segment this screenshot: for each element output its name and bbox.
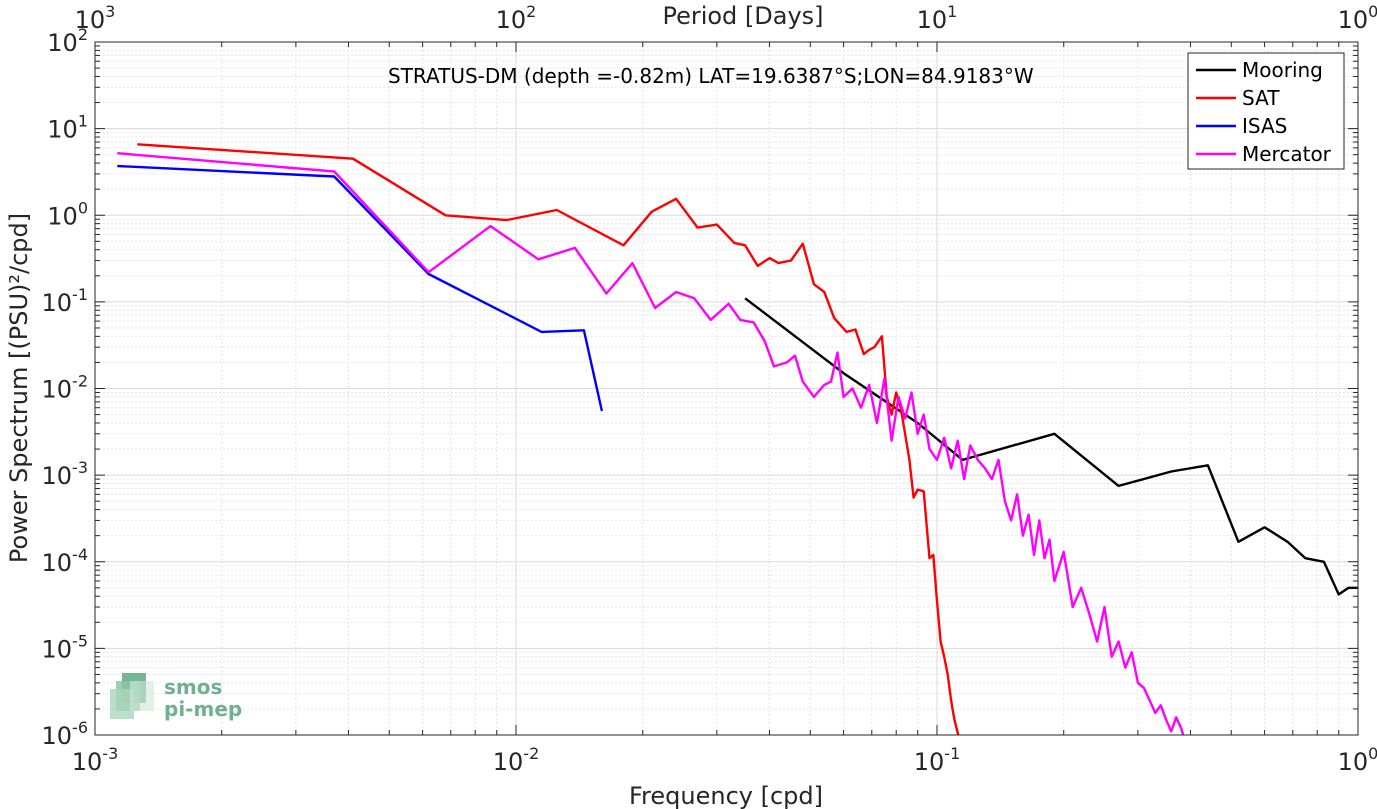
y-tick-label: 102 (47, 25, 88, 57)
top-period-tick-labels: 103 102 101 100 (75, 2, 1377, 34)
top-tick-label: 101 (917, 2, 958, 34)
x-tick-label: 10-3 (72, 744, 119, 776)
y-axis-label: Power Spectrum [(PSU)²/cpd] (5, 213, 33, 563)
top-tick-label: 103 (75, 2, 116, 34)
x-tick-label: 100 (1338, 744, 1377, 776)
top-tick-label: 100 (1338, 2, 1377, 34)
series-line-mercator (117, 152, 1185, 735)
x-axis-label: Frequency [cpd] (629, 782, 823, 809)
top-tick-label: 102 (496, 2, 537, 34)
y-tick-label: 10-1 (42, 285, 89, 317)
legend-label-mercator: Mercator (1242, 142, 1332, 166)
y-tick-label: 10-5 (42, 631, 89, 663)
logo-line1: smos (164, 675, 222, 699)
smos-pi-mep-logo: smos pi-mep (110, 673, 242, 721)
x-tick-labels: 10-3 10-2 10-1 100 (72, 744, 1377, 776)
series-line-isas (117, 164, 604, 412)
y-tick-label: 100 (47, 198, 88, 230)
legend-label-sat: SAT (1242, 86, 1280, 110)
series-layer (117, 143, 1358, 735)
y-tick-labels: 10-6 10-5 10-4 10-3 10-2 10-1 100 101 102 (42, 25, 89, 750)
minor-grid (95, 42, 1358, 735)
logo-line2: pi-mep (164, 697, 242, 721)
tick-marks (94, 41, 1359, 736)
logo-mark (110, 673, 154, 719)
top-axis-label: Period [Days] (662, 2, 823, 30)
y-tick-label: 10-3 (42, 458, 89, 490)
legend-label-mooring: Mooring (1242, 58, 1323, 82)
y-tick-label: 10-4 (42, 545, 89, 577)
series-line-sat (137, 143, 960, 735)
x-tick-label: 10-2 (493, 744, 540, 776)
y-tick-label: 10-2 (42, 372, 89, 404)
legend: Mooring SAT ISAS Mercator (1187, 52, 1345, 170)
chart-annotation: STRATUS-DM (depth =-0.82m) LAT=19.6387°S… (388, 64, 1034, 88)
x-tick-label: 10-1 (914, 744, 961, 776)
y-tick-label: 10-6 (42, 718, 89, 750)
legend-label-isas: ISAS (1242, 114, 1287, 138)
legend-box (1187, 52, 1345, 170)
y-tick-label: 101 (47, 112, 88, 144)
series-line-mooring (744, 297, 1358, 596)
